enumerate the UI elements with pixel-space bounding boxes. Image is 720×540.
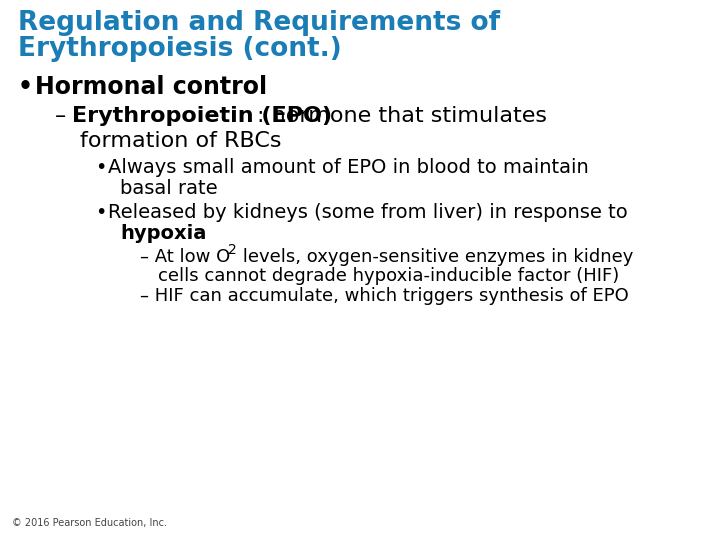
Text: basal rate: basal rate xyxy=(120,179,217,198)
Text: Regulation and Requirements of: Regulation and Requirements of xyxy=(18,10,500,36)
Text: hypoxia: hypoxia xyxy=(120,224,207,242)
Text: formation of RBCs: formation of RBCs xyxy=(80,131,282,151)
Text: cells cannot degrade hypoxia-inducible factor (HIF): cells cannot degrade hypoxia-inducible f… xyxy=(158,267,619,285)
Text: Erythropoietin (EPO): Erythropoietin (EPO) xyxy=(72,106,332,126)
Text: 2: 2 xyxy=(228,242,237,256)
Text: Hormonal control: Hormonal control xyxy=(35,75,267,99)
Text: •: • xyxy=(18,75,33,99)
Text: © 2016 Pearson Education, Inc.: © 2016 Pearson Education, Inc. xyxy=(12,518,167,528)
Text: Erythropoiesis (cont.): Erythropoiesis (cont.) xyxy=(18,36,342,62)
Text: –: – xyxy=(55,106,73,126)
Text: – At low O: – At low O xyxy=(140,247,230,266)
Text: : hormone that stimulates: : hormone that stimulates xyxy=(257,106,547,126)
Text: Released by kidneys (some from liver) in response to: Released by kidneys (some from liver) in… xyxy=(108,202,628,222)
Text: levels, oxygen-sensitive enzymes in kidney: levels, oxygen-sensitive enzymes in kidn… xyxy=(237,247,634,266)
Text: •: • xyxy=(95,202,107,222)
Text: •: • xyxy=(95,158,107,177)
Text: – HIF can accumulate, which triggers synthesis of EPO: – HIF can accumulate, which triggers syn… xyxy=(140,287,629,305)
Text: Always small amount of EPO in blood to maintain: Always small amount of EPO in blood to m… xyxy=(108,158,589,177)
